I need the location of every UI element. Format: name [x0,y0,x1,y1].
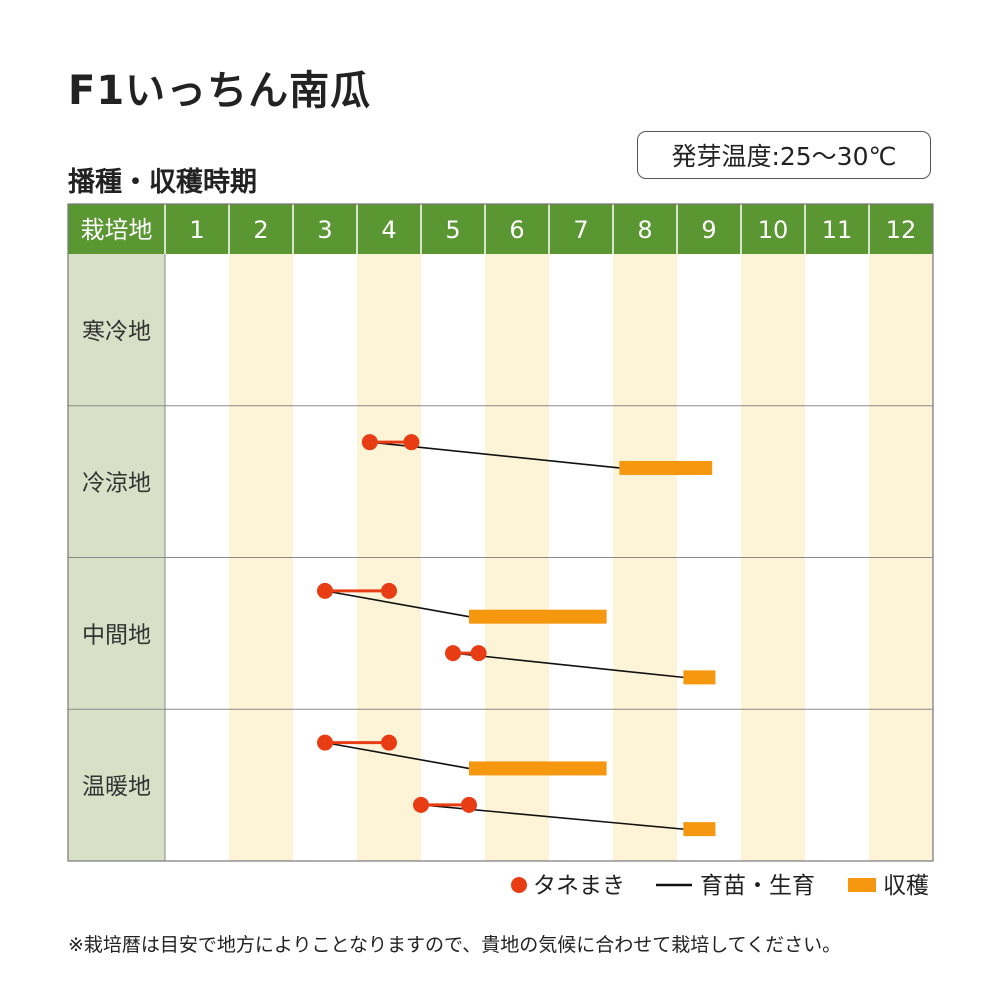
month-label: 2 [253,216,268,244]
growth-line [452,652,684,679]
legend-harvest-label: 収穫 [883,873,929,899]
sowing-start-dot [413,796,429,813]
sowing-start-dot [317,734,333,751]
month-label: 8 [637,216,652,244]
region-label: 中間地 [82,622,151,648]
legend-harvest-swatch [848,878,876,892]
month-label: 11 [822,216,853,244]
region-label: 寒冷地 [82,319,151,345]
sowing-start-dot [445,645,461,662]
month-label: 7 [573,216,588,244]
harvest-bar [619,460,713,475]
growth-line [324,590,470,618]
page-title: F1いっちん南瓜 [68,68,372,114]
harvest-bar [469,761,607,776]
month-label: 4 [381,216,396,244]
month-label: 10 [758,216,789,244]
chart-border [67,203,934,862]
sowing-end-dot [381,582,397,599]
legend-sow-label: タネまき [533,873,625,899]
footnote: ※栽培暦は目安で地方によりことなりますので、貴地の気候に合わせて栽培してください… [68,934,842,956]
germination-temp-badge: 発芽温度:25〜30℃ [637,131,931,179]
month-label: 12 [886,216,917,244]
month-label: 9 [701,216,716,244]
sowing-end-dot [461,796,477,813]
growth-line [324,741,470,770]
header-label: 栽培地 [81,216,153,244]
sowing-end-dot [381,734,397,751]
harvest-bar [683,822,716,837]
month-label: 5 [445,216,460,244]
month-label: 3 [317,216,332,244]
header-bar [68,204,933,254]
sowing-end-dot [403,434,420,451]
legend-growth-label: 育苗・生育 [700,873,815,899]
sowing-end-dot [470,645,487,662]
sowing-start-dot [361,434,378,451]
sowing-start-dot [317,582,333,599]
harvest-bar [683,670,716,685]
chart-subtitle: 播種・収穫時期 [68,167,257,198]
region-label: 冷涼地 [82,471,151,497]
region-label: 温暖地 [82,774,151,800]
month-label: 1 [189,216,204,244]
month-label: 6 [509,216,524,244]
harvest-bar [469,609,607,624]
legend-sow-dot [511,877,527,893]
